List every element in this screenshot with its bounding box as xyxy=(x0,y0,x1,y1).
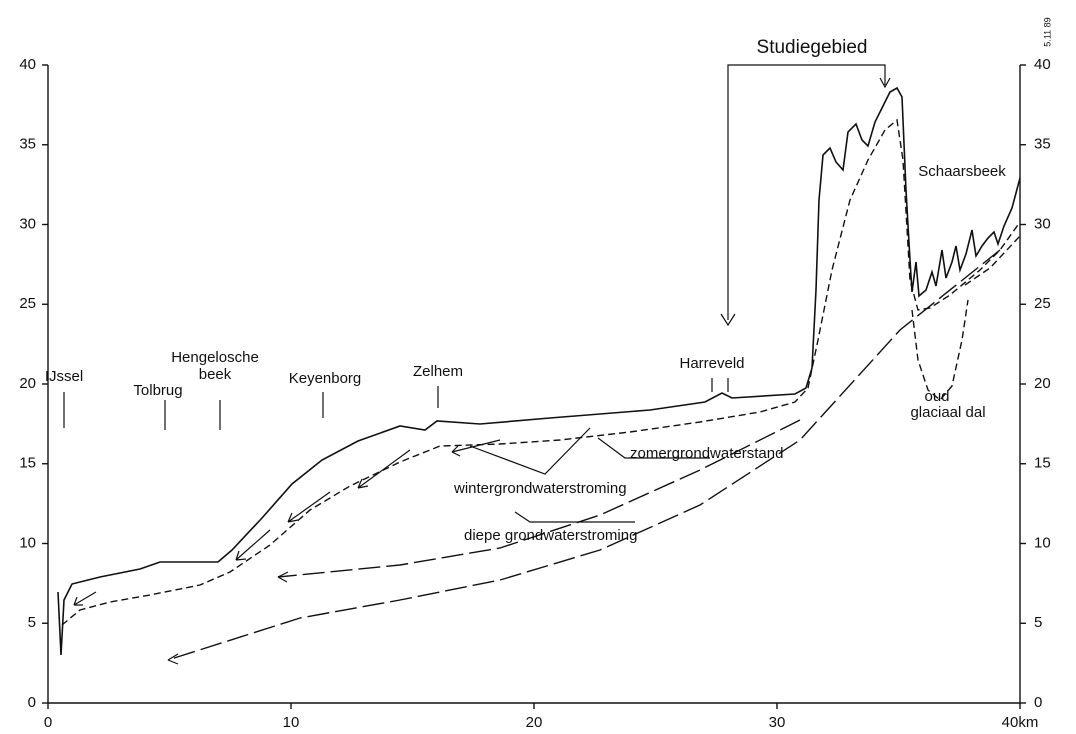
label: Hengelosche xyxy=(171,349,259,366)
x-tick-label: 30 xyxy=(769,714,786,731)
y-tick-label: 15 xyxy=(19,455,36,472)
label: IJssel xyxy=(45,368,83,385)
y-tick-label: 10 xyxy=(19,534,36,551)
diagram: 010203040km00551010151520202525303035354… xyxy=(0,0,1076,734)
y-tick-label: 15 xyxy=(1034,455,1051,472)
y-tick-label: 20 xyxy=(1034,375,1051,392)
x-tick-label: 40km xyxy=(1002,714,1039,731)
leaders xyxy=(470,428,710,522)
label: wintergrondwaterstroming xyxy=(453,480,627,497)
y-tick-label: 30 xyxy=(1034,215,1051,232)
y-tick-label: 35 xyxy=(19,136,36,153)
label: glaciaal dal xyxy=(910,404,985,421)
y-tick-label: 10 xyxy=(1034,534,1051,551)
study-area-label: Studiegebied xyxy=(757,37,868,58)
y-tick-label: 25 xyxy=(19,295,36,312)
y-tick-label: 0 xyxy=(1034,694,1042,711)
winter-flow-arrow xyxy=(358,450,410,488)
x-tick-label: 0 xyxy=(44,714,52,731)
code: 5.11 89 xyxy=(1042,17,1052,46)
x-tick-label: 20 xyxy=(526,714,543,731)
label: oud xyxy=(924,388,949,405)
y-tick-label: 30 xyxy=(19,215,36,232)
label: Harreveld xyxy=(679,355,744,372)
label: Zelhem xyxy=(413,363,463,380)
deep-flow xyxy=(278,420,800,577)
y-tick-label: 40 xyxy=(1034,56,1051,73)
glacial-valley xyxy=(912,300,968,400)
winter-flow-arrow xyxy=(236,530,270,560)
deep-flow-head xyxy=(168,654,178,664)
y-tick-label: 5 xyxy=(28,614,36,631)
x-tick-label: 10 xyxy=(283,714,300,731)
deep-flow xyxy=(168,250,1000,660)
label: Schaarsbeek xyxy=(918,163,1006,180)
y-tick-label: 25 xyxy=(1034,295,1051,312)
y-tick-label: 40 xyxy=(19,56,36,73)
label: Tolbrug xyxy=(133,382,182,399)
winter-flow-arrow xyxy=(288,492,330,522)
label: zomergrondwaterstand xyxy=(630,445,783,462)
label: diepe grondwaterstroming xyxy=(464,527,637,544)
study-area-bracket xyxy=(728,65,890,320)
y-tick-label: 5 xyxy=(1034,614,1042,631)
y-tick-label: 35 xyxy=(1034,136,1051,153)
label: beek xyxy=(199,366,232,383)
label: Keyenborg xyxy=(289,370,362,387)
winter-flow-arrow xyxy=(74,592,96,605)
y-tick-label: 0 xyxy=(28,694,36,711)
y-tick-label: 20 xyxy=(19,375,36,392)
